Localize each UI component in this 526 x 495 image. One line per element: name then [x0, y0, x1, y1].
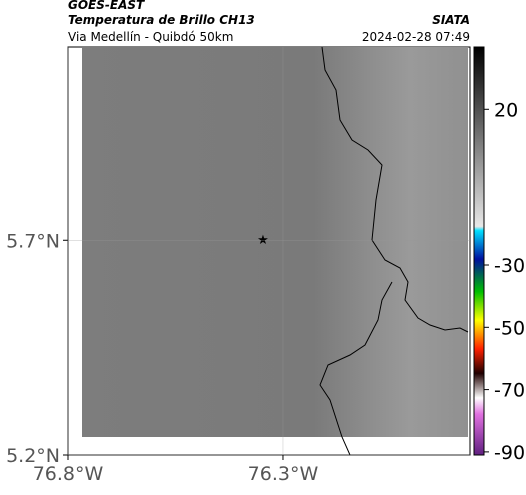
colorbar [473, 46, 485, 456]
border [321, 46, 469, 333]
colorbar-label: -70 [494, 380, 525, 402]
subtitle: Via Medellín - Quibdó 50km [68, 30, 233, 44]
border [319, 281, 393, 456]
lat-label: 5.7°N [6, 230, 60, 252]
lon-label: 76.8°W [33, 463, 104, 485]
title: Temperatura de Brillo CH13 [68, 13, 255, 27]
lat-label: 5.2°N [6, 445, 60, 467]
source: SIATA [432, 13, 470, 27]
satellite-image [82, 47, 468, 437]
colorbar-label: -90 [494, 442, 525, 464]
colorbar-label: 20 [494, 99, 518, 121]
colorbar-label: -50 [494, 317, 525, 339]
satellite: GOES-EAST [68, 0, 145, 12]
lon-label: 76.3°W [248, 463, 319, 485]
datetime: 2024-02-28 07:49 [362, 30, 470, 44]
colorbar-label: -30 [494, 255, 525, 277]
